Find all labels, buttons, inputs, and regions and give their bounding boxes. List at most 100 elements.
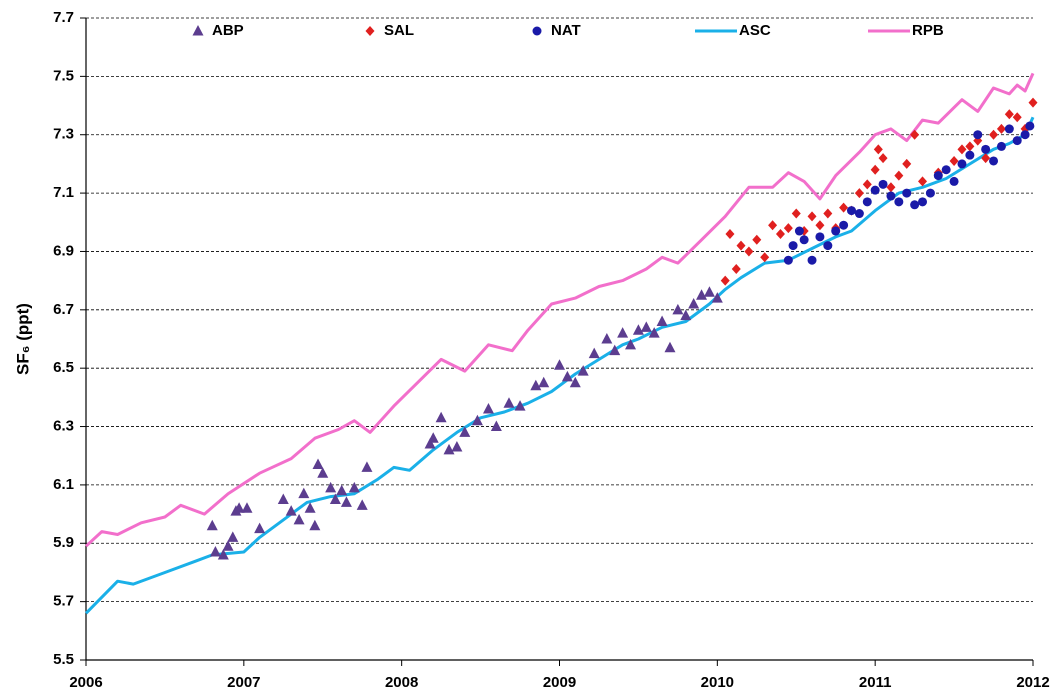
triangle-point <box>304 502 316 513</box>
circle-point <box>949 176 959 186</box>
diamond-point <box>957 144 967 155</box>
x-tick-label: 2012 <box>1016 674 1049 691</box>
diamond-point <box>731 263 741 274</box>
circle-point <box>815 232 825 242</box>
diamond-point <box>996 123 1006 134</box>
triangle-point <box>656 315 668 326</box>
diamond-point <box>918 176 928 187</box>
triangle-point <box>530 379 542 391</box>
circle-point <box>831 226 841 236</box>
y-tick-label: 7.5 <box>53 67 74 84</box>
circle-point <box>799 235 809 245</box>
diamond-point <box>744 246 754 257</box>
triangle-point <box>471 414 483 426</box>
legend-label: NAT <box>551 22 581 39</box>
triangle-point <box>192 25 204 36</box>
x-tick-label: 2010 <box>701 674 734 691</box>
triangle-point <box>569 376 581 388</box>
triangle-point <box>688 297 700 309</box>
circle-point <box>886 191 896 201</box>
diamond-point <box>823 208 833 219</box>
y-tick-label: 6.3 <box>53 418 74 435</box>
triangle-point <box>617 327 629 338</box>
triangle-point <box>435 411 447 423</box>
diamond-point <box>736 240 746 251</box>
triangle-point <box>680 309 692 321</box>
circle-point <box>854 209 864 219</box>
triangle-point <box>601 333 613 344</box>
diamond-point <box>752 234 762 245</box>
triangle-point <box>298 487 310 499</box>
diamond-point <box>902 158 912 169</box>
triangle-point <box>711 292 723 303</box>
circle-point <box>788 241 798 251</box>
circle-point <box>925 188 935 198</box>
diamond-point <box>720 275 730 286</box>
circle-point <box>870 185 880 195</box>
triangle-point <box>340 496 352 507</box>
diamond-point <box>839 202 849 213</box>
circle-point <box>839 220 849 230</box>
circle-point <box>965 150 975 160</box>
circle-point <box>973 130 983 140</box>
triangle-point <box>577 365 589 376</box>
triangle-point <box>703 286 715 297</box>
circle-point <box>1025 121 1035 131</box>
triangle-point <box>356 499 368 510</box>
circle-point <box>823 241 833 251</box>
diamond-point <box>783 223 793 234</box>
diamond-point <box>807 211 817 222</box>
diamond-point <box>1028 97 1038 108</box>
triangle-point <box>309 519 321 531</box>
circle-point <box>794 226 804 236</box>
diamond-point <box>981 153 991 164</box>
diamond-point <box>886 182 896 193</box>
triangle-point <box>609 344 621 356</box>
circle-point <box>910 200 920 210</box>
triangle-point <box>648 327 660 338</box>
x-tick-label: 2009 <box>543 674 576 691</box>
circle-point <box>902 188 912 198</box>
diamond-point <box>870 164 880 175</box>
circle-point <box>878 179 888 189</box>
circle-point <box>532 26 542 36</box>
y-axis-label: SF₆ (ppt) <box>13 303 32 375</box>
circle-point <box>862 197 872 207</box>
triangle-point <box>632 324 644 335</box>
triangle-point <box>490 420 502 432</box>
triangle-point <box>427 432 439 443</box>
y-tick-label: 7.1 <box>53 184 74 201</box>
triangle-point <box>227 531 239 542</box>
circle-point <box>981 144 991 154</box>
triangle-point <box>329 493 341 504</box>
triangle-point <box>254 522 266 534</box>
legend-label: ABP <box>212 22 244 39</box>
diamond-point <box>894 170 904 181</box>
circle-point <box>1012 136 1022 146</box>
diamond-point <box>365 26 375 36</box>
circle-point <box>957 159 967 169</box>
triangle-point <box>361 461 373 472</box>
diamond-point <box>910 129 920 140</box>
triangle-point <box>233 502 245 513</box>
circle-point <box>1020 130 1030 140</box>
circle-point <box>918 197 928 207</box>
triangle-point <box>424 438 436 449</box>
diamond-point <box>878 153 888 164</box>
triangle-point <box>325 481 337 493</box>
diamond-point <box>1004 109 1014 120</box>
triangle-point <box>317 467 329 478</box>
circle-point <box>807 255 817 265</box>
y-tick-label: 6.1 <box>53 476 74 493</box>
diamond-point <box>815 220 825 231</box>
legend-label: RPB <box>912 22 944 39</box>
triangle-point <box>217 548 229 560</box>
triangle-point <box>209 546 221 557</box>
y-tick-label: 7.3 <box>53 126 74 143</box>
triangle-point <box>277 493 289 504</box>
triangle-point <box>588 347 600 359</box>
circle-point <box>996 141 1006 151</box>
diamond-point <box>965 141 975 152</box>
diamond-point <box>775 228 785 239</box>
